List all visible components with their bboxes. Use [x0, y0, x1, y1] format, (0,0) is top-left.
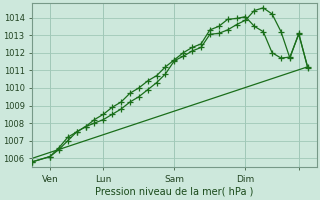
X-axis label: Pression niveau de la mer( hPa ): Pression niveau de la mer( hPa )	[95, 187, 253, 197]
